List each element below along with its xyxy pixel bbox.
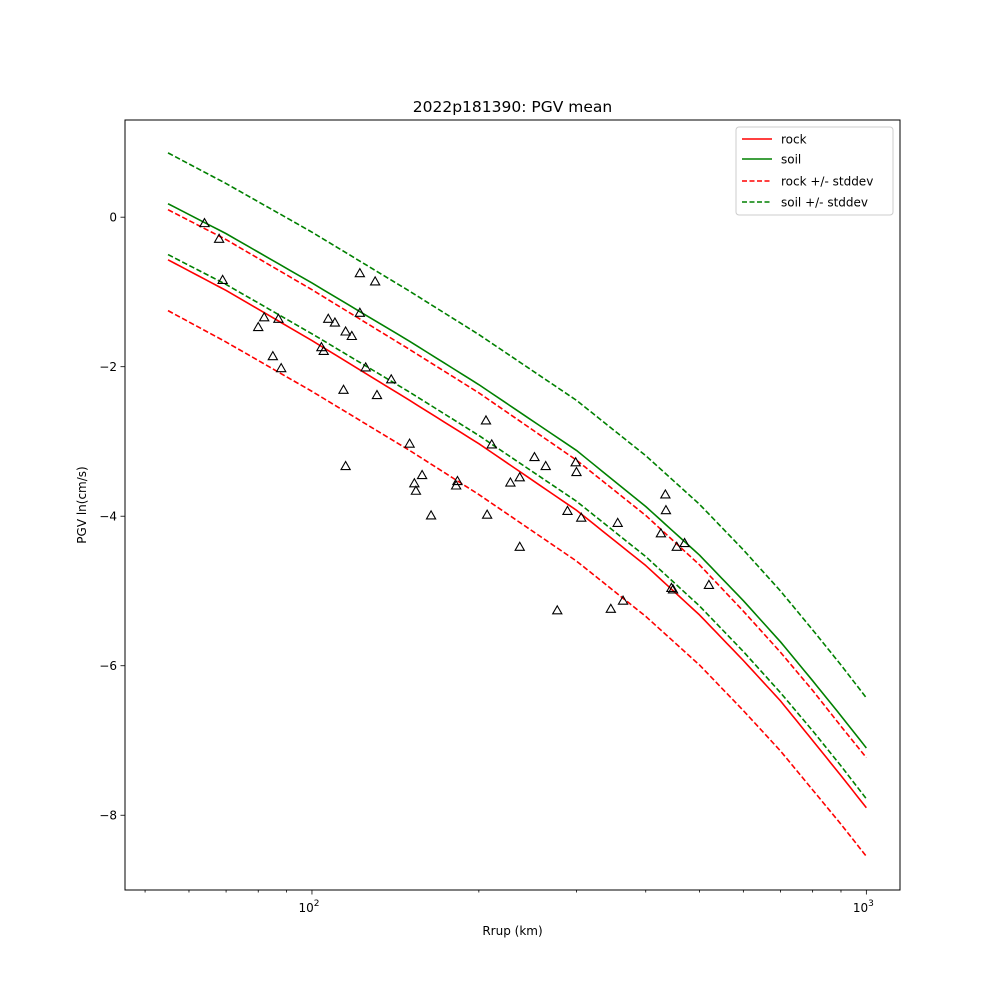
observation-point	[612, 517, 624, 527]
observation-point	[252, 321, 264, 332]
observation-point	[514, 541, 526, 551]
observation-point	[575, 512, 587, 522]
observation-point	[667, 583, 679, 594]
observation-point	[504, 476, 516, 487]
observation-point	[275, 362, 287, 373]
observation-point	[540, 460, 552, 471]
y-axis-label: PGV ln(cm/s)	[75, 466, 89, 543]
observation-point	[272, 313, 284, 323]
observation-point	[410, 485, 422, 495]
series-line-rock-0	[167, 259, 867, 809]
observation-point	[354, 267, 366, 278]
observation-point	[655, 527, 667, 538]
observation-point	[561, 505, 574, 515]
y-tick-label: −6	[99, 659, 117, 673]
observation-point	[416, 469, 428, 480]
x-axis-label: Rrup (km)	[482, 924, 542, 938]
y-tick-label: −8	[99, 809, 117, 823]
observation-point	[425, 509, 437, 520]
observation-point	[346, 330, 358, 341]
observation-point	[528, 451, 541, 462]
legend-box	[735, 126, 894, 216]
chart-title: 2022p181390: PGV mean	[413, 98, 612, 116]
series-line-soil-stddev-4	[167, 152, 867, 699]
observation-point	[570, 456, 582, 467]
observation-point	[408, 477, 420, 488]
observation-point	[371, 389, 383, 400]
series-line-soil-1	[167, 203, 867, 749]
legend-soil-stddev-label: soil +/- stddev	[781, 196, 868, 210]
series-line-stddev-lower-3	[167, 309, 867, 857]
observation-point	[217, 274, 229, 284]
observation-point	[605, 603, 617, 613]
observation-point	[551, 604, 563, 615]
observation-point	[258, 311, 270, 322]
observation-point	[451, 475, 464, 486]
observation-point	[329, 316, 341, 327]
series-layer	[167, 152, 867, 857]
observation-point	[514, 471, 526, 482]
observation-point	[369, 275, 381, 286]
observation-point	[404, 437, 416, 448]
observation-point	[659, 488, 671, 499]
observation-point	[322, 313, 334, 323]
legend: rock soil rock +/- stddev soil +/- stdde…	[735, 126, 894, 216]
plot-frame	[124, 119, 901, 891]
observation-point	[486, 438, 498, 449]
legend-soil-label: soil	[781, 153, 801, 167]
observation-layer	[198, 217, 715, 615]
observation-point	[679, 537, 691, 548]
observation-point	[385, 373, 397, 384]
observation-point	[340, 460, 352, 471]
observation-point	[213, 233, 225, 243]
observation-point	[360, 361, 372, 372]
x-tick-exponent: 2	[314, 899, 320, 909]
observation-point	[665, 582, 677, 592]
legend-rock-stddev-label: rock +/- stddev	[781, 175, 873, 189]
observation-point	[480, 414, 492, 425]
observation-point	[267, 350, 279, 361]
series-line-rock-stddev-2	[167, 208, 867, 759]
observation-point	[198, 217, 211, 228]
observation-point	[671, 541, 683, 551]
observation-point	[337, 384, 350, 394]
observation-point	[481, 509, 493, 519]
legend-rock-label: rock	[781, 133, 807, 147]
observation-point	[354, 307, 366, 317]
observation-point	[617, 594, 629, 605]
observation-point	[660, 504, 672, 515]
y-tick-label: −4	[99, 510, 117, 524]
y-tick-label: −2	[99, 360, 117, 374]
observation-point	[570, 466, 583, 477]
x-tick-exponent: 3	[868, 899, 874, 909]
observation-point	[703, 579, 715, 589]
series-line-stddev-lower-5	[167, 253, 867, 800]
y-tick-label: 0	[109, 211, 117, 225]
observation-point	[340, 325, 352, 336]
observation-point	[318, 345, 330, 356]
